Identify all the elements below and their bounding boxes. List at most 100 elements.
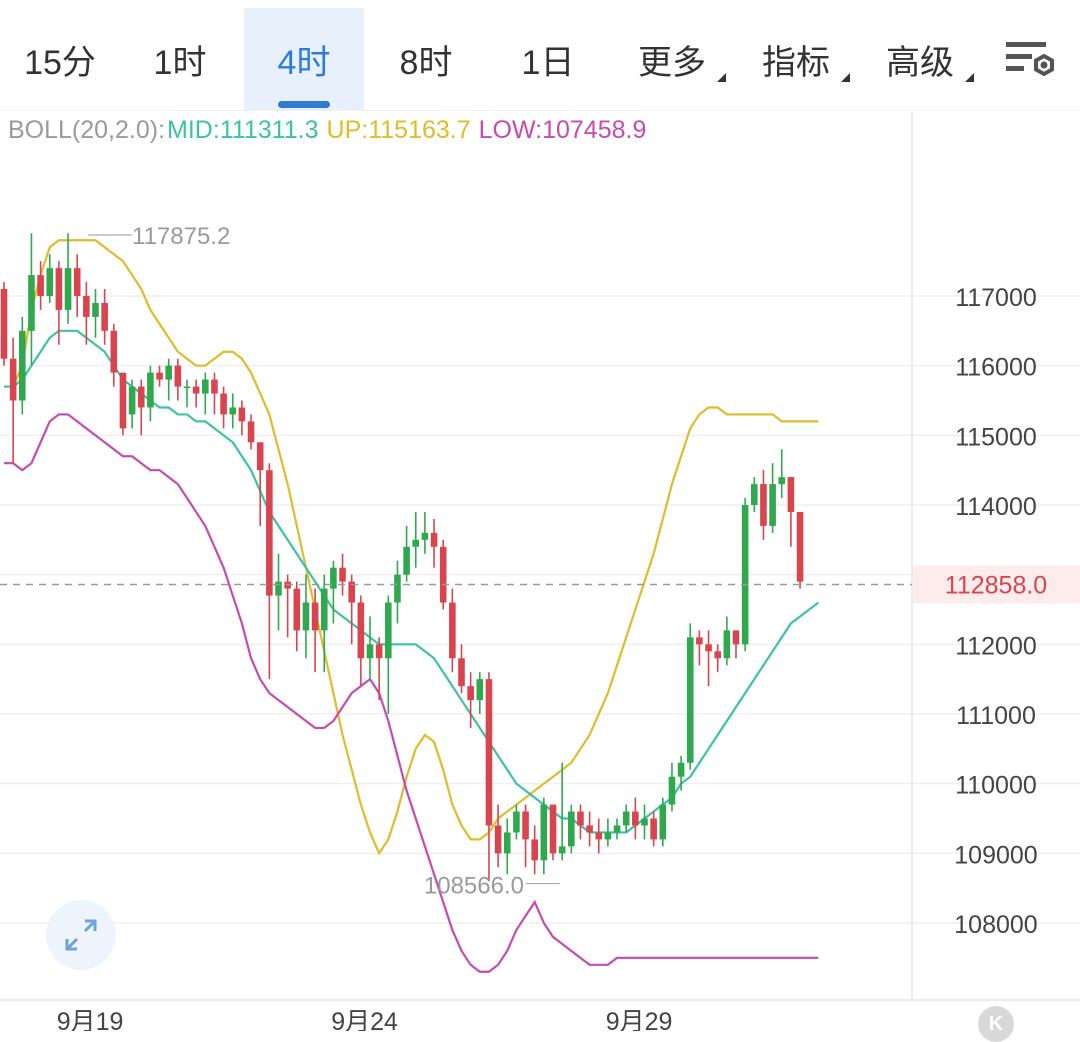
candle-body [293, 588, 301, 631]
candle-body [613, 825, 621, 833]
candle-body [110, 330, 118, 373]
candle-body [211, 379, 218, 394]
candle-body [449, 602, 456, 659]
tab-0[interactable]: 15分 [0, 8, 120, 110]
y-tick-label: 117000 [955, 284, 1037, 312]
tab-label: 15分 [24, 43, 96, 82]
candle-body [741, 505, 749, 645]
y-tick-label: 111000 [956, 702, 1036, 730]
candle-body [202, 379, 209, 394]
candle-body [128, 386, 136, 415]
candle-body [238, 407, 246, 422]
candle-body [769, 484, 776, 526]
candle-body [558, 846, 566, 854]
boll-up-value: 115163.7 [368, 116, 471, 144]
boll-upper-band [4, 239, 819, 856]
expand-icon [65, 919, 97, 951]
candle-body [192, 386, 200, 394]
tab-2[interactable]: 4时 [244, 8, 364, 110]
current-price-badge [913, 565, 1080, 604]
candle-body [604, 832, 612, 840]
candle-body [403, 546, 410, 575]
candle-body [83, 296, 90, 317]
candle-body [64, 268, 72, 310]
candle-body [531, 839, 538, 861]
candle-body [760, 484, 767, 526]
candle-body [330, 567, 337, 589]
y-tick-label: 114000 [955, 493, 1037, 521]
chart-settings-button[interactable] [1000, 30, 1060, 90]
candle-body [320, 588, 328, 631]
candle-body [622, 811, 630, 826]
y-tick-label: 115000 [955, 423, 1037, 451]
tab-label: 1日 [521, 43, 575, 82]
candle-body [568, 811, 575, 847]
candle-body [696, 637, 703, 645]
candle-body [641, 818, 648, 826]
candle-body [229, 407, 237, 415]
candle-body [705, 644, 712, 652]
boll-mid-value: 111311.3 [219, 116, 319, 144]
dropdown-caret-icon [841, 73, 850, 82]
candle-body [503, 832, 511, 854]
y-tick-label: 112000 [955, 632, 1037, 660]
k-badge-icon[interactable]: K [978, 1006, 1014, 1042]
candle-body [595, 832, 603, 840]
candle-body [101, 302, 108, 331]
candle-body [357, 602, 365, 659]
candle-body [220, 393, 227, 415]
tab-7[interactable]: 高级 [860, 8, 980, 110]
tab-6[interactable]: 指标 [736, 8, 856, 110]
candle-body [732, 630, 740, 645]
tab-5[interactable]: 更多 [612, 8, 732, 110]
candle-body [394, 574, 401, 603]
candle-body [375, 644, 383, 659]
candle-body [632, 811, 639, 826]
boll-legend: BOLL(20,2.0):MID:111311.3 UP:115163.7 LOW:… [8, 116, 654, 145]
candle-body [165, 365, 172, 380]
candle-body [302, 602, 310, 631]
candle-body [275, 581, 282, 596]
candle-body [586, 825, 593, 833]
tab-label: 4时 [277, 43, 331, 82]
candle-body [430, 532, 438, 547]
candle-body [183, 386, 191, 389]
candle-body [19, 330, 26, 401]
x-tick-label: 9月19 [57, 1008, 124, 1031]
candle-body [540, 804, 548, 861]
candle-body [485, 679, 493, 826]
interval-tab-bar: 15分 1时 4时 8时 1日 更多 指标 高级 [0, 0, 1080, 111]
tab-label: 更多 [638, 43, 706, 82]
dropdown-caret-icon [717, 73, 726, 82]
candle-body [119, 372, 127, 429]
current-price-label: 112858.0 [945, 572, 1047, 600]
candle-body [73, 268, 81, 296]
tab-3[interactable]: 8时 [366, 8, 486, 110]
tab-label: 高级 [886, 43, 954, 82]
candle-body [311, 602, 319, 631]
tab-4[interactable]: 1日 [488, 8, 608, 110]
candle-body [37, 275, 44, 296]
candle-body [476, 679, 484, 701]
candle-body [650, 818, 657, 840]
candle-body [494, 825, 502, 854]
active-tab-indicator [278, 101, 330, 108]
candle-body [751, 484, 758, 505]
max-price-label: 117875.2 [132, 223, 230, 250]
candle-body [421, 532, 429, 540]
candle-body [137, 386, 145, 408]
candle-body [659, 804, 667, 840]
candle-body [339, 567, 346, 582]
candle-body [787, 477, 795, 512]
candle-body [247, 421, 255, 443]
candle-body [0, 289, 8, 359]
candle-body [796, 511, 804, 582]
candle-body [439, 546, 447, 603]
min-price-label: 108566.0 [424, 873, 524, 900]
candle-body [677, 762, 685, 777]
fullscreen-button[interactable] [46, 900, 116, 970]
candle-body [9, 358, 17, 401]
tab-1[interactable]: 1时 [120, 8, 240, 110]
candle-body [577, 811, 584, 826]
